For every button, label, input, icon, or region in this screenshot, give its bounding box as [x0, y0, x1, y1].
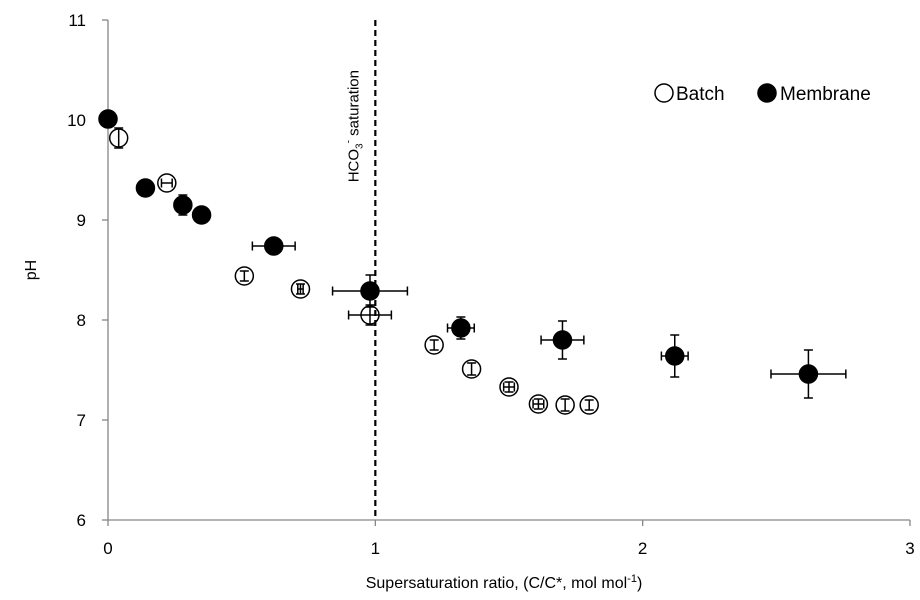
batch-point — [290, 279, 311, 299]
legend-marker-batch — [654, 83, 674, 103]
batch-point — [108, 128, 129, 148]
legend-marker-membrane — [757, 83, 777, 103]
x-axis-title-tail: ) — [637, 575, 642, 592]
y-tick-label: 10 — [67, 111, 86, 130]
legend-label-batch: Batch — [676, 84, 725, 105]
x-tick-label: 2 — [638, 539, 647, 558]
legend-item-membrane: Membrane — [757, 83, 871, 105]
batch-point-group — [290, 279, 311, 299]
batch-point-group — [157, 173, 177, 193]
legend-item-batch: Batch — [654, 83, 725, 105]
batch-point — [157, 173, 177, 193]
membrane-point — [135, 178, 156, 198]
batch-point — [555, 395, 575, 415]
x-ticks: 0 1 2 3 — [103, 520, 915, 558]
membrane-point-group — [191, 205, 212, 225]
membrane-point-group — [251, 236, 296, 256]
y-tick-label: 7 — [77, 411, 86, 430]
membrane-point-group — [135, 178, 156, 198]
batch-point-group — [579, 395, 599, 415]
membrane-point-group — [98, 109, 118, 129]
ref-label-main: HCO — [345, 149, 362, 182]
x-tick-label: 1 — [371, 539, 380, 558]
x-tick-label: 0 — [103, 539, 112, 558]
batch-point-group — [108, 127, 129, 149]
series-batch — [108, 127, 599, 415]
batch-point — [234, 266, 255, 286]
legend: Batch Membrane — [654, 83, 871, 105]
x-axis-title-main: Supersaturation ratio, (C/C*, mol mol — [366, 575, 627, 592]
reference-line-group: HCO3- saturation — [343, 20, 377, 520]
batch-point — [424, 335, 444, 355]
membrane-point — [191, 205, 212, 225]
ref-label-tail: saturation — [345, 70, 362, 140]
membrane-point-group — [173, 194, 193, 216]
membrane-point-group — [331, 274, 409, 308]
reference-line-label: HCO3- saturation — [343, 70, 365, 182]
membrane-point — [664, 346, 685, 366]
batch-point-group — [555, 395, 575, 415]
membrane-point — [798, 364, 819, 384]
membrane-point-group — [446, 316, 475, 340]
membrane-point — [173, 195, 193, 215]
membrane-point-group — [540, 320, 585, 360]
membrane-point — [360, 281, 380, 301]
batch-point-group — [347, 304, 393, 326]
batch-point-group — [499, 377, 519, 397]
batch-point — [461, 359, 482, 379]
x-axis-title-sup: -1 — [627, 573, 637, 585]
legend-label-membrane: Membrane — [780, 84, 871, 105]
batch-point — [499, 377, 519, 397]
series-membrane — [98, 109, 847, 399]
ref-label-sub: 3 — [354, 143, 365, 149]
y-axis-title: pH — [23, 260, 40, 280]
batch-point-group — [461, 359, 482, 379]
y-tick-label: 11 — [68, 11, 86, 30]
y-ticks: 6 7 8 9 10 11 — [67, 11, 108, 530]
membrane-point — [451, 318, 471, 338]
x-axis-title: Supersaturation ratio, (C/C*, mol mol-1) — [366, 573, 643, 592]
batch-point — [579, 395, 599, 415]
y-tick-label: 6 — [77, 511, 86, 530]
x-tick-label: 3 — [905, 539, 914, 558]
y-tick-label: 8 — [77, 311, 86, 330]
y-tick-label: 9 — [77, 211, 86, 230]
batch-point-group — [424, 335, 444, 355]
series-layer — [98, 109, 847, 415]
batch-point-group — [234, 266, 255, 286]
batch-point — [528, 394, 549, 414]
batch-point-group — [528, 394, 549, 414]
ref-label-sup: - — [343, 140, 354, 143]
membrane-point — [98, 109, 118, 129]
membrane-point — [263, 236, 284, 256]
membrane-point-group — [660, 334, 689, 378]
membrane-point-group — [770, 349, 847, 399]
membrane-point — [552, 330, 573, 350]
